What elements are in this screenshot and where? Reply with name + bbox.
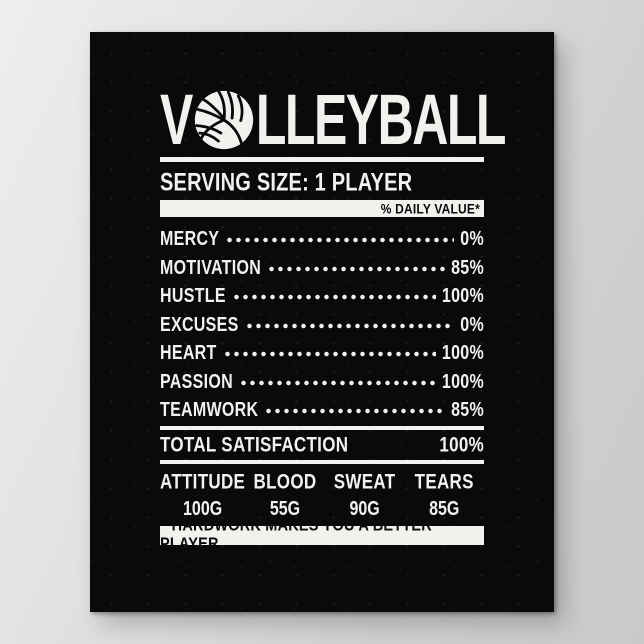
serving-size-text: SERVING SIZE: 1 PLAYER <box>160 168 413 197</box>
row-label: EXCUSES <box>160 314 239 336</box>
macro-value: 55G <box>269 498 301 520</box>
dotted-leader <box>238 379 436 386</box>
row-label: MERCY <box>160 229 220 251</box>
row-value: 100% <box>441 343 484 365</box>
macro-label: SWEAT <box>333 469 396 493</box>
dotted-leader <box>244 322 455 329</box>
row-label: TEAMWORK <box>160 400 259 422</box>
serving-size-line: SERVING SIZE: 1 PLAYER <box>160 169 484 197</box>
nutrition-row: EXCUSES 0% <box>160 312 484 341</box>
row-value: 85% <box>451 257 484 279</box>
macro-label: TEARS <box>414 469 474 493</box>
nutrition-row: PASSION 100% <box>160 369 484 398</box>
row-label: HUSTLE <box>160 286 226 308</box>
macro-label: ATTITUDE <box>160 469 246 493</box>
daily-value-header-text: % DAILY VALUE* <box>380 200 480 217</box>
footnote-text: **HARDWORK MAKES YOU A BETTER PLAYER <box>160 516 432 554</box>
macro-column: TEARS 85G <box>404 469 484 520</box>
macro-column: ATTITUDE 100G <box>160 469 246 520</box>
macro-value: 100G <box>183 498 223 520</box>
volleyball-icon <box>194 90 253 150</box>
dotted-leader <box>264 408 446 415</box>
volleyball-nutrition-poster: V LLEYBALL <box>90 32 554 612</box>
total-satisfaction-row: TOTAL SATISFACTION 100% <box>160 431 484 459</box>
macro-column: BLOOD 55G <box>245 469 325 520</box>
nutrition-row: MERCY 0% <box>160 226 484 255</box>
macro-columns: ATTITUDE 100G BLOOD 55G SWEAT 90G TEARS … <box>160 469 484 520</box>
dotted-leader <box>225 237 455 244</box>
row-value: 100% <box>441 286 484 308</box>
dotted-leader <box>222 351 436 358</box>
macro-value: 85G <box>429 498 460 520</box>
row-value: 100% <box>441 371 484 393</box>
row-label: PASSION <box>160 371 233 393</box>
nutrition-row: HEART 100% <box>160 340 484 369</box>
nutrition-row: MOTIVATION 85% <box>160 255 484 284</box>
poster-content: V LLEYBALL <box>160 32 506 553</box>
nutrition-rows: MERCY 0% MOTIVATION 85% HUSTLE 100% EXCU… <box>160 226 484 426</box>
row-value: 85% <box>451 400 484 422</box>
row-label: HEART <box>160 343 217 365</box>
row-value: 0% <box>460 229 484 251</box>
total-divider-bottom <box>160 459 484 464</box>
dotted-leader <box>231 294 436 301</box>
macro-value: 90G <box>349 498 380 520</box>
daily-value-header-bar: % DAILY VALUE* <box>160 200 484 217</box>
total-divider-top <box>160 425 484 430</box>
nutrition-row: TEAMWORK 85% <box>160 397 484 426</box>
footnote-bar: **HARDWORK MAKES YOU A BETTER PLAYER <box>160 517 484 553</box>
nutrition-row: HUSTLE 100% <box>160 283 484 312</box>
total-value: 100% <box>439 432 484 456</box>
title-prefix: V <box>160 80 193 160</box>
total-label: TOTAL SATISFACTION <box>160 432 349 456</box>
poster-title: V LLEYBALL <box>160 84 506 155</box>
macro-label: BLOOD <box>253 469 317 493</box>
row-label: MOTIVATION <box>160 257 262 279</box>
title-divider <box>160 157 484 162</box>
dotted-leader <box>267 265 446 272</box>
macro-column: SWEAT 90G <box>325 469 405 520</box>
row-value: 0% <box>460 314 484 336</box>
title-suffix: LLEYBALL <box>255 80 507 160</box>
